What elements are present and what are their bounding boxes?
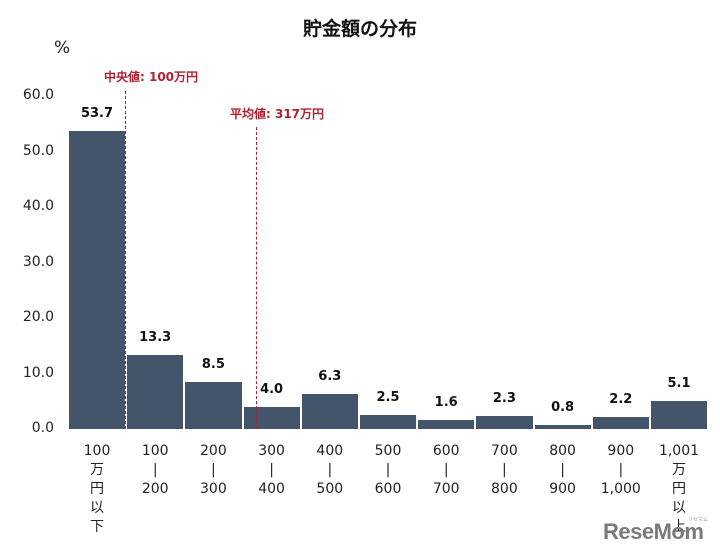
x-tick-label: 400 | 500 xyxy=(316,443,344,497)
bar-value-label: 5.1 xyxy=(667,375,691,391)
bar-value-label: 13.3 xyxy=(139,330,172,346)
y-tick-label: 20.0 xyxy=(22,309,54,325)
y-tick-label: 40.0 xyxy=(22,198,54,214)
resemom-logo: ReseMom xyxy=(603,519,704,544)
mean-label: 平均値: 317万円 xyxy=(230,107,325,121)
bar-value-label: 2.3 xyxy=(492,391,516,407)
x-tick-label: 500 | 600 xyxy=(374,443,402,497)
x-tick-label: 800 | 900 xyxy=(549,443,576,497)
bar xyxy=(243,406,300,429)
bar-value-label: 4.0 xyxy=(260,381,284,397)
x-tick-label: 100 万円以下 xyxy=(83,443,111,535)
bar-value-label: 2.2 xyxy=(609,391,633,407)
x-tick-label: 300 | 400 xyxy=(258,443,285,497)
bar xyxy=(360,415,417,429)
bar xyxy=(127,355,184,429)
bar-value-label: 8.5 xyxy=(201,356,225,372)
x-tick-label: 700 | 800 xyxy=(491,443,518,497)
resemom-logo-ruby: リセマム xyxy=(688,517,709,523)
bar xyxy=(534,424,591,429)
bar xyxy=(301,394,358,429)
bar-value-label: 6.3 xyxy=(318,369,342,385)
bar xyxy=(69,130,126,429)
y-tick-label: 10.0 xyxy=(22,364,54,381)
x-tick-label: 100 | 200 xyxy=(141,443,169,497)
bar-value-label: 1.6 xyxy=(434,395,458,411)
x-tick-label: 600 | 700 xyxy=(432,443,460,497)
bar-value-label: 0.8 xyxy=(551,399,575,415)
y-tick-label: 0.0 xyxy=(31,420,54,436)
median-label: 中央値: 100万円 xyxy=(104,70,199,84)
bar xyxy=(476,416,533,429)
bar xyxy=(185,381,242,429)
x-tick-label: 1,001 万円以上 xyxy=(658,443,700,535)
y-axis-unit: % xyxy=(54,38,71,58)
bar xyxy=(592,416,649,429)
y-tick-label: 60.0 xyxy=(22,87,54,103)
bar-value-label: 53.7 xyxy=(80,105,114,121)
y-tick-label: 50.0 xyxy=(22,142,54,159)
bar xyxy=(418,420,475,429)
median-line xyxy=(125,91,126,429)
bar-value-label: 2.5 xyxy=(376,390,400,406)
mean-line xyxy=(256,127,257,429)
x-tick-label: 900 | 1,000 xyxy=(600,443,641,497)
bar xyxy=(651,400,708,429)
x-tick-label: 200 | 300 xyxy=(200,443,227,497)
y-tick-label: 30.0 xyxy=(22,253,54,270)
chart-title: 貯金額の分布 xyxy=(302,18,417,40)
